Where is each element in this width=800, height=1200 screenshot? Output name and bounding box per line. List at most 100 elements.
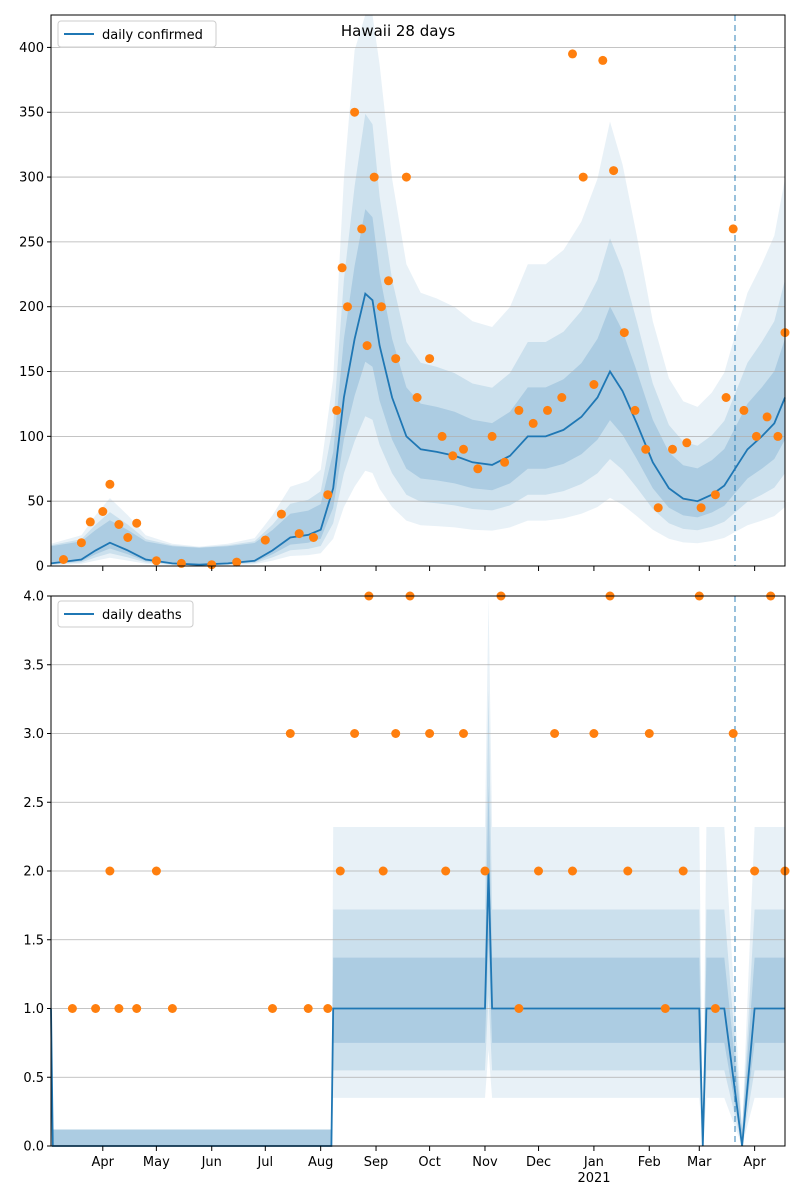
- data-point: [696, 503, 706, 513]
- data-point: [167, 1004, 177, 1013]
- uncertainty-band-1: [51, 689, 785, 1146]
- data-point: [362, 341, 372, 351]
- data-point: [728, 729, 738, 738]
- data-point: [176, 558, 186, 568]
- data-point: [750, 866, 760, 876]
- deaths-y-ticks: 0.0 0.5 1.0 1.5 2.0 2.5 3.0 3.5 4.0: [23, 590, 51, 1155]
- data-point: [412, 393, 422, 402]
- data-point: [568, 49, 577, 59]
- data-point: [91, 1004, 101, 1013]
- y-tick-label: 1.5: [23, 933, 44, 948]
- y-tick-label: 250: [19, 235, 44, 250]
- x-tick-label: Sep: [364, 1155, 389, 1170]
- data-point: [425, 354, 435, 364]
- data-point: [619, 328, 629, 338]
- data-point: [114, 1004, 124, 1013]
- data-point: [132, 1004, 142, 1013]
- y-tick-label: 4.0: [23, 590, 44, 605]
- data-point: [487, 431, 497, 441]
- data-point: [384, 276, 393, 286]
- x-tick-label: Apr: [92, 1155, 115, 1170]
- y-tick-label: 400: [19, 41, 44, 56]
- data-point: [678, 866, 688, 876]
- data-point: [350, 107, 360, 117]
- data-point: [268, 1004, 277, 1013]
- data-point: [557, 393, 567, 402]
- uncertainty-band-2: [51, 785, 785, 1146]
- data-point: [98, 507, 108, 516]
- y-tick-label: 2.0: [23, 865, 44, 880]
- data-point: [85, 517, 95, 527]
- uncertainty-band-2: [51, 209, 785, 565]
- data-point: [294, 529, 304, 539]
- data-point: [335, 866, 345, 876]
- data-point: [105, 479, 115, 489]
- x-tick-label: Jan: [583, 1155, 604, 1170]
- uncertainty-band-1: [51, 113, 785, 566]
- data-point: [550, 729, 560, 738]
- data-point: [323, 1004, 333, 1013]
- y-tick-label: 2.5: [23, 796, 44, 811]
- data-point: [682, 438, 692, 448]
- y-tick-label: 3.0: [23, 727, 44, 742]
- data-point: [644, 729, 654, 738]
- data-point: [369, 172, 379, 182]
- y-tick-label: 50: [27, 495, 44, 510]
- data-point: [773, 431, 783, 441]
- data-point: [437, 431, 447, 441]
- data-point: [473, 464, 483, 474]
- data-point: [641, 444, 651, 454]
- data-point: [343, 302, 352, 312]
- data-point: [441, 866, 451, 876]
- data-point: [448, 451, 458, 461]
- x-tick-label: Mar: [687, 1155, 712, 1170]
- data-point: [721, 393, 731, 402]
- data-point: [401, 172, 411, 182]
- data-point: [67, 1004, 77, 1013]
- y-tick-label: 150: [19, 365, 44, 380]
- confirmed-y-ticks: 0 50 100 150 200 250 300 350 400: [19, 41, 51, 575]
- confirmed-legend: daily confirmed: [57, 20, 217, 48]
- data-point: [123, 533, 133, 542]
- deaths-x-ticks: Apr May Jun Jul Aug Sep Oct Nov Dec Jan Feb Mar Apr: [92, 1146, 767, 1170]
- data-point: [623, 866, 633, 876]
- data-point: [630, 405, 640, 415]
- data-point: [543, 405, 552, 415]
- data-point: [132, 518, 142, 528]
- data-point: [710, 490, 720, 500]
- data-point: [598, 55, 608, 65]
- data-point: [589, 729, 599, 738]
- data-point: [105, 866, 115, 876]
- uncertainty-band-0: [51, 15, 785, 566]
- data-point: [260, 535, 270, 545]
- data-point: [609, 166, 619, 176]
- data-point: [728, 224, 738, 234]
- y-tick-label: 200: [19, 300, 44, 315]
- data-point: [459, 729, 468, 738]
- data-point: [653, 503, 663, 513]
- data-point: [378, 866, 388, 876]
- data-point: [660, 1004, 670, 1013]
- x-tick-label: Feb: [638, 1155, 661, 1170]
- x-tick-label: Dec: [526, 1155, 551, 1170]
- x-tick-label: Oct: [418, 1155, 440, 1170]
- x-tick-label: May: [143, 1155, 170, 1170]
- data-point: [480, 866, 490, 876]
- y-tick-label: 0.0: [23, 1140, 44, 1155]
- data-point: [323, 490, 333, 500]
- confirmed-line: [50, 292, 786, 566]
- data-point: [578, 172, 588, 182]
- y-tick-label: 3.5: [23, 658, 44, 673]
- data-point: [751, 431, 761, 441]
- data-point: [285, 729, 295, 738]
- data-point: [357, 224, 367, 234]
- data-point: [76, 538, 86, 548]
- deaths-legend-label: daily deaths: [102, 608, 182, 623]
- data-point: [710, 1004, 720, 1013]
- data-point: [425, 729, 435, 738]
- data-point: [309, 533, 318, 542]
- y-tick-label: 100: [19, 430, 44, 445]
- data-point: [59, 555, 68, 564]
